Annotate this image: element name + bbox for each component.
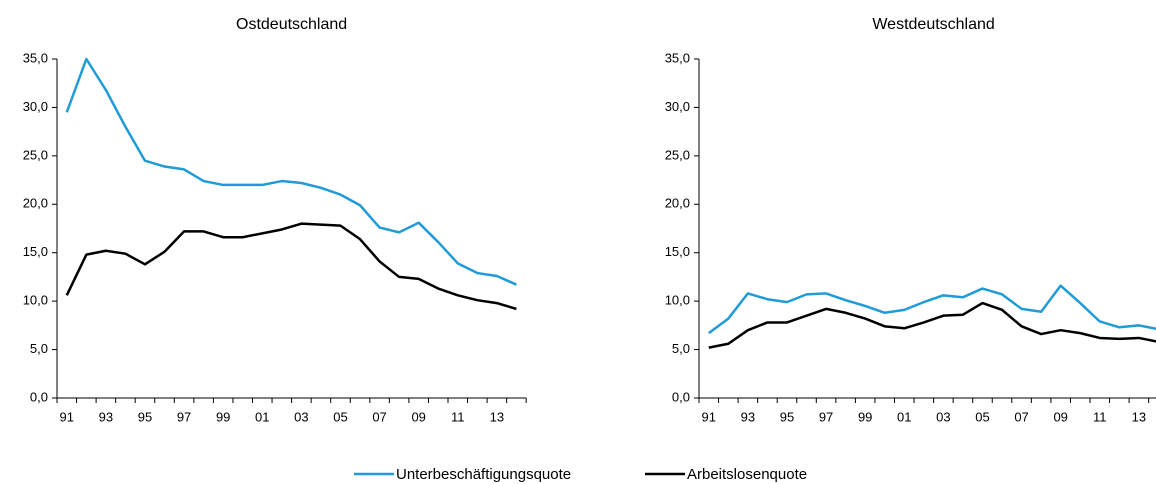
x-tick-label: 13 bbox=[1132, 409, 1146, 424]
y-tick-label: 25,0 bbox=[665, 147, 690, 162]
y-tick-label: 0,0 bbox=[672, 389, 690, 404]
x-tick-label: 03 bbox=[294, 409, 308, 424]
x-tick-label: 95 bbox=[138, 409, 152, 424]
y-tick-label: 5,0 bbox=[672, 341, 690, 356]
x-tick-label: 93 bbox=[99, 409, 113, 424]
x-tick-label: 99 bbox=[858, 409, 872, 424]
x-tick-label: 91 bbox=[702, 409, 716, 424]
x-tick-label: 01 bbox=[897, 409, 911, 424]
legend-label: Arbeitslosenquote bbox=[687, 466, 807, 483]
y-tick-label: 30,0 bbox=[23, 99, 48, 114]
x-tick-label: 09 bbox=[1053, 409, 1067, 424]
data-line bbox=[708, 284, 1156, 335]
x-tick-label: 99 bbox=[216, 409, 230, 424]
data-line bbox=[65, 222, 517, 311]
y-tick-label: 20,0 bbox=[665, 196, 690, 211]
x-tick-label: 07 bbox=[1014, 409, 1028, 424]
y-tick-label: 10,0 bbox=[23, 293, 48, 308]
chart-title: Ostdeutschland bbox=[236, 16, 347, 33]
y-tick-label: 30,0 bbox=[665, 99, 690, 114]
x-tick-label: 05 bbox=[333, 409, 347, 424]
y-tick-label: 10,0 bbox=[665, 293, 690, 308]
x-tick-label: 07 bbox=[372, 409, 386, 424]
y-tick-label: 35,0 bbox=[23, 50, 48, 65]
x-tick-label: 93 bbox=[741, 409, 755, 424]
y-tick-label: 15,0 bbox=[23, 244, 48, 259]
y-tick-label: 5,0 bbox=[30, 341, 48, 356]
data-line bbox=[65, 57, 517, 286]
x-tick-label: 13 bbox=[490, 409, 504, 424]
legend-label: Unterbeschäftigungsquote bbox=[396, 466, 571, 483]
x-tick-label: 91 bbox=[60, 409, 74, 424]
x-tick-label: 11 bbox=[1093, 409, 1107, 424]
x-tick-label: 09 bbox=[411, 409, 425, 424]
x-tick-label: 97 bbox=[177, 409, 191, 424]
x-tick-label: 11 bbox=[451, 409, 465, 424]
y-tick-label: 20,0 bbox=[23, 196, 48, 211]
data-line bbox=[708, 301, 1156, 349]
x-tick-label: 95 bbox=[780, 409, 794, 424]
chart-title: Westdeutschland bbox=[872, 16, 994, 33]
x-tick-label: 97 bbox=[819, 409, 833, 424]
x-tick-label: 01 bbox=[255, 409, 269, 424]
y-tick-label: 25,0 bbox=[23, 147, 48, 162]
y-tick-label: 15,0 bbox=[665, 244, 690, 259]
x-tick-label: 05 bbox=[975, 409, 989, 424]
y-tick-label: 35,0 bbox=[665, 50, 690, 65]
y-tick-label: 0,0 bbox=[30, 389, 48, 404]
x-tick-label: 03 bbox=[936, 409, 950, 424]
